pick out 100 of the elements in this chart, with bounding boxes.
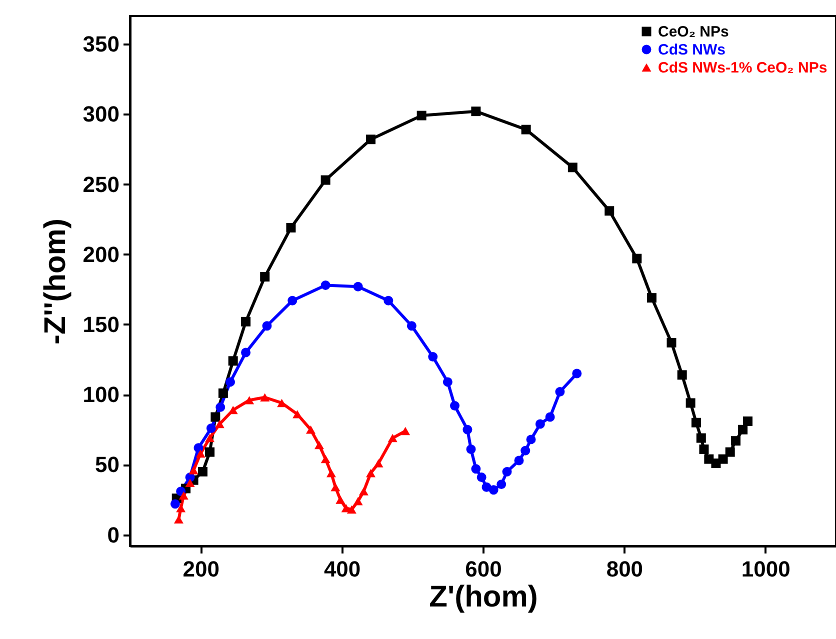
point <box>288 296 298 306</box>
point <box>384 296 394 306</box>
point <box>241 348 251 358</box>
x-tick-label: 400 <box>324 556 361 582</box>
point <box>572 368 582 378</box>
point <box>462 424 472 434</box>
point <box>358 487 368 496</box>
point <box>450 401 460 411</box>
point <box>466 444 476 454</box>
point <box>336 496 346 504</box>
point <box>206 423 216 433</box>
point <box>471 106 481 116</box>
point <box>496 480 506 490</box>
legend-label: CdS NWs <box>658 42 726 58</box>
point <box>320 175 330 185</box>
point <box>555 387 565 396</box>
point <box>185 478 195 488</box>
point <box>198 466 208 476</box>
point <box>632 254 642 264</box>
point <box>502 466 512 476</box>
point <box>260 393 270 402</box>
point <box>604 206 614 216</box>
x-tick-label: 200 <box>182 556 220 582</box>
y-axis-title: -Z''(hom) <box>38 218 72 344</box>
point <box>725 447 735 457</box>
point <box>205 447 215 457</box>
point <box>428 352 438 362</box>
y-tick-label: 150 <box>82 312 120 337</box>
point <box>388 434 398 442</box>
point <box>476 472 486 482</box>
point <box>176 504 186 512</box>
point <box>216 402 226 412</box>
point <box>188 466 198 474</box>
point <box>488 485 498 495</box>
point <box>535 419 545 429</box>
point <box>214 420 224 428</box>
legend-label: CeO₂ NPs <box>658 24 729 40</box>
point <box>210 412 220 422</box>
point <box>366 134 376 144</box>
point <box>286 222 296 232</box>
point <box>306 426 316 434</box>
point <box>292 410 302 418</box>
point <box>228 356 238 366</box>
point <box>731 436 740 446</box>
point <box>366 468 376 478</box>
y-tick-label: 300 <box>82 102 120 127</box>
point <box>244 396 254 404</box>
legend-label: CdS NWs-1% CeO₂ NPs <box>658 60 828 76</box>
y-tick-label: 250 <box>82 172 120 197</box>
point <box>471 464 481 474</box>
point <box>666 338 676 348</box>
point <box>738 424 748 434</box>
point <box>326 468 336 478</box>
point <box>320 454 330 464</box>
point <box>442 377 452 387</box>
point <box>330 483 340 492</box>
point <box>686 398 696 408</box>
point <box>228 406 238 414</box>
point <box>545 412 555 422</box>
point <box>218 388 228 398</box>
point <box>353 282 363 292</box>
point <box>241 316 251 326</box>
point <box>205 434 215 442</box>
point <box>568 162 578 172</box>
point <box>691 418 701 428</box>
point <box>262 321 272 331</box>
point <box>699 444 709 454</box>
point <box>170 499 180 509</box>
point <box>314 440 324 450</box>
point <box>374 459 384 468</box>
point <box>718 454 728 464</box>
point <box>526 434 536 444</box>
point <box>178 491 188 500</box>
y-tick-label: 350 <box>82 32 120 57</box>
point <box>320 280 330 290</box>
point <box>521 124 531 134</box>
y-tick-label: 200 <box>82 242 120 267</box>
x-axis-title: Z'(hom) <box>429 580 538 614</box>
point <box>646 293 656 303</box>
point <box>277 398 287 408</box>
x-tick-label: 1000 <box>741 556 790 582</box>
x-tick-label: 600 <box>465 556 502 582</box>
point <box>196 449 206 458</box>
point <box>743 416 752 426</box>
point <box>406 321 416 331</box>
point <box>677 370 687 380</box>
y-tick-label: 50 <box>95 452 120 478</box>
point <box>416 110 426 120</box>
point <box>346 505 356 514</box>
point <box>696 433 706 443</box>
point <box>520 446 530 456</box>
point <box>174 515 184 524</box>
y-tick-label: 100 <box>82 382 120 408</box>
point <box>226 377 235 387</box>
x-tick-label: 800 <box>606 556 644 582</box>
point <box>353 497 363 506</box>
point <box>260 272 270 282</box>
point <box>194 443 204 453</box>
point <box>514 456 524 466</box>
y-tick-label: 0 <box>107 522 120 548</box>
